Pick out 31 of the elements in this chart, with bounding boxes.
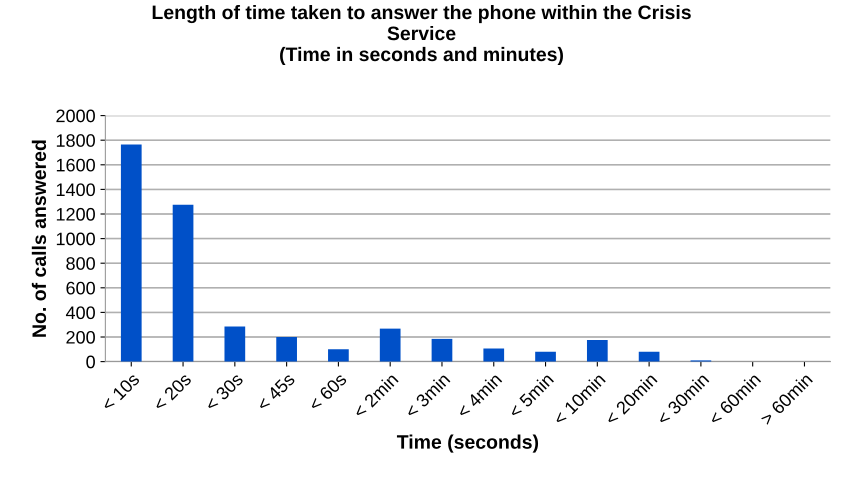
bar <box>638 352 660 362</box>
y-tick-label: 2000 <box>56 110 95 122</box>
y-tick-label: 800 <box>66 257 95 270</box>
chart-title: Length of time taken to answer the phone within the Crisis Service (Time in seconds and minutes) <box>152 4 691 66</box>
bar <box>172 204 194 362</box>
x-tick-label: < 4min <box>456 372 502 419</box>
x-tick-label: < 30s <box>204 372 244 412</box>
y-tick-label: 1000 <box>56 232 95 246</box>
x-tick-label: < 45s <box>256 372 296 412</box>
x-axis-title: Time (seconds) <box>396 434 538 453</box>
y-tick-label: 1800 <box>56 134 95 147</box>
bar <box>328 349 349 362</box>
y-axis-title: No. of calls answered <box>32 140 46 337</box>
bar <box>432 338 452 362</box>
bar <box>380 328 401 362</box>
y-tick-label: 0 <box>86 356 95 368</box>
bar <box>483 348 504 362</box>
y-tick-label: 400 <box>66 306 95 320</box>
x-tick-label: < 10s <box>100 372 140 412</box>
y-tick-label: 1200 <box>56 208 95 221</box>
y-tick-label: 600 <box>66 282 95 295</box>
x-tick-label: < 60s <box>308 372 348 412</box>
x-tick-label: < 20s <box>152 372 192 412</box>
bar <box>120 144 142 362</box>
bar <box>535 352 556 362</box>
bar <box>224 326 246 362</box>
bar <box>276 337 297 362</box>
y-tick-label: 200 <box>66 330 95 344</box>
y-tick-label: 1600 <box>56 158 95 172</box>
bar <box>586 340 608 362</box>
y-tick-label: 1400 <box>56 183 95 196</box>
